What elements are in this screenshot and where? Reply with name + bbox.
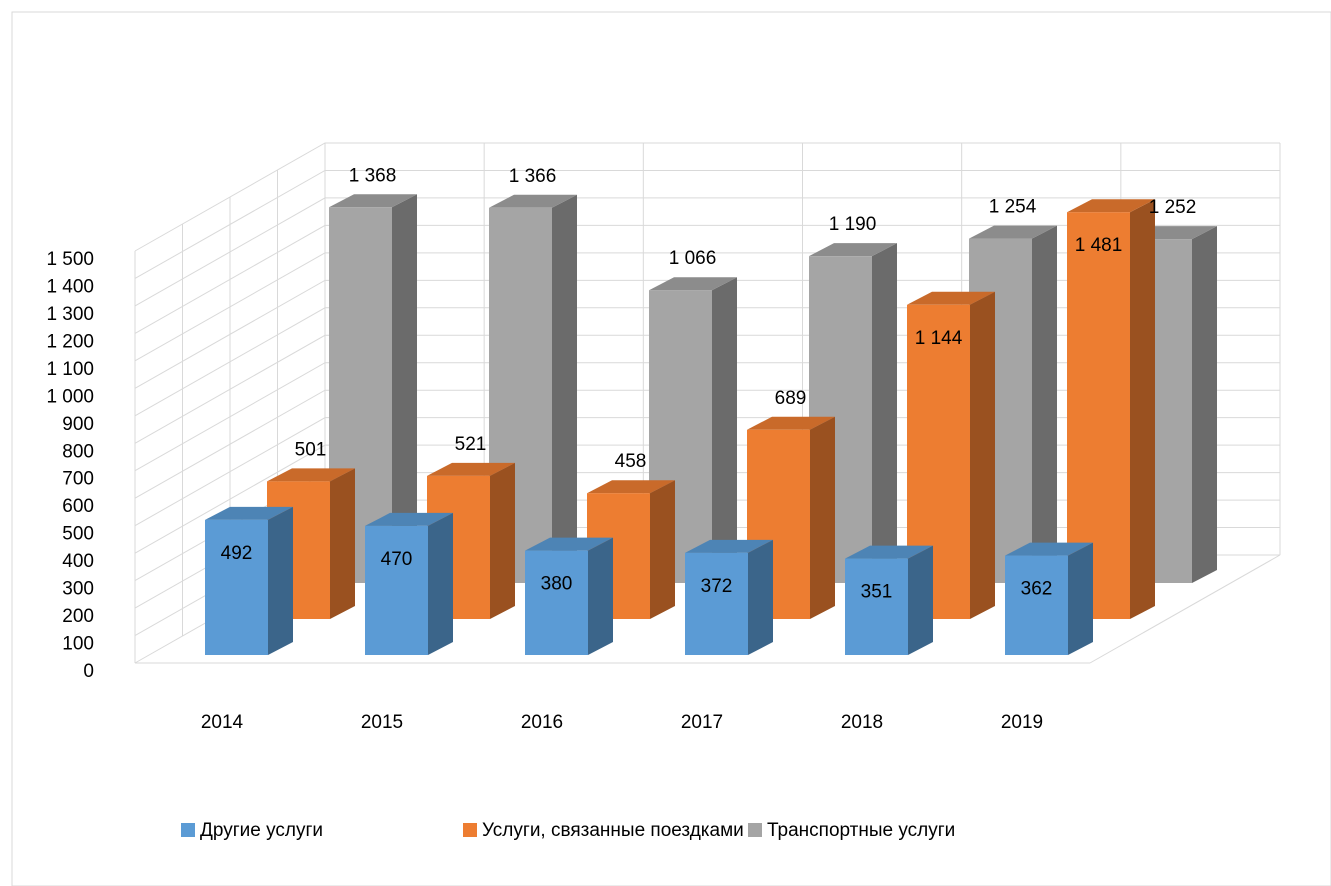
grid-line bbox=[134, 169, 1280, 279]
bar-side bbox=[650, 480, 675, 619]
data-label: 1 066 bbox=[669, 248, 717, 269]
y-tick-label: 900 bbox=[62, 414, 94, 435]
data-label: 1 368 bbox=[349, 165, 397, 186]
data-label: 521 bbox=[455, 434, 487, 455]
data-label: 492 bbox=[221, 543, 253, 564]
bar bbox=[845, 558, 908, 655]
bar bbox=[525, 550, 588, 655]
bar-side bbox=[712, 277, 737, 583]
y-tick-label: 200 bbox=[62, 606, 94, 627]
bar-side bbox=[908, 545, 933, 655]
bar-side bbox=[970, 291, 995, 619]
legend-label: Услуги, связанные поездками bbox=[482, 820, 744, 841]
bar-top bbox=[845, 545, 933, 559]
y-tick-label: 600 bbox=[62, 496, 94, 517]
bar-side bbox=[1192, 226, 1217, 583]
y-tick-label: 1 200 bbox=[46, 331, 94, 352]
legend-swatch bbox=[181, 823, 195, 837]
y-tick-label: 700 bbox=[62, 469, 94, 490]
data-label: 470 bbox=[381, 549, 413, 570]
data-label: 1 190 bbox=[829, 214, 877, 235]
bar-side bbox=[1130, 199, 1155, 619]
bar-top bbox=[969, 225, 1057, 239]
bar-top bbox=[489, 194, 577, 208]
y-tick-label: 1 300 bbox=[46, 304, 94, 325]
y-tick-label: 1 100 bbox=[46, 359, 94, 380]
y-tick-label: 1 400 bbox=[46, 276, 94, 297]
bar-top bbox=[587, 480, 675, 494]
grid-line bbox=[134, 224, 1280, 334]
bar-top bbox=[525, 537, 613, 551]
bar-side bbox=[552, 194, 577, 583]
bar-top bbox=[809, 243, 897, 257]
data-label: 1 252 bbox=[1149, 197, 1197, 218]
chart-border bbox=[11, 11, 1331, 886]
data-label: 458 bbox=[615, 451, 647, 472]
grid-line bbox=[134, 279, 1280, 389]
data-label: 1 144 bbox=[915, 328, 963, 349]
bar-top bbox=[267, 468, 355, 482]
bar-top bbox=[427, 462, 515, 476]
bar bbox=[1005, 555, 1068, 655]
grid-line bbox=[134, 252, 1280, 362]
bar-side bbox=[268, 506, 293, 655]
floor-edge bbox=[1089, 554, 1281, 664]
bar-side bbox=[588, 537, 613, 655]
y-tick-label: 300 bbox=[62, 579, 94, 600]
bar bbox=[365, 525, 428, 655]
x-tick-label: 2016 bbox=[521, 712, 563, 733]
x-tick-label: 2015 bbox=[361, 712, 403, 733]
y-tick-label: 0 bbox=[83, 661, 94, 682]
data-label: 1 254 bbox=[989, 197, 1037, 218]
y-tick-label: 1 500 bbox=[46, 249, 94, 270]
legend-swatch bbox=[463, 823, 477, 837]
data-label: 351 bbox=[861, 582, 893, 603]
data-label: 362 bbox=[1021, 579, 1053, 600]
legend-label: Транспортные услуги bbox=[767, 820, 955, 841]
x-tick-label: 2018 bbox=[841, 712, 883, 733]
bar-side bbox=[1068, 542, 1093, 655]
bar-top bbox=[649, 277, 737, 291]
bar-top bbox=[329, 194, 417, 208]
x-tick-label: 2019 bbox=[1001, 712, 1043, 733]
grid-line bbox=[134, 197, 1280, 307]
grid-line bbox=[134, 142, 1280, 252]
bar-top bbox=[747, 416, 835, 430]
bar-side bbox=[428, 512, 453, 655]
bar bbox=[205, 519, 268, 655]
y-tick-label: 100 bbox=[62, 634, 94, 655]
bar-side bbox=[810, 416, 835, 619]
y-tick-label: 800 bbox=[62, 441, 94, 462]
bar-side bbox=[330, 468, 355, 619]
data-label: 501 bbox=[295, 439, 327, 460]
bar-top bbox=[1067, 199, 1155, 213]
bar-side bbox=[490, 462, 515, 619]
data-label: 1 481 bbox=[1075, 235, 1123, 256]
bar-side bbox=[1032, 225, 1057, 583]
legend-swatch bbox=[748, 823, 762, 837]
bar-top bbox=[365, 512, 453, 526]
legend-label: Другие услуги bbox=[200, 820, 323, 841]
data-label: 380 bbox=[541, 574, 573, 595]
data-label: 1 366 bbox=[509, 166, 557, 187]
x-tick-label: 2014 bbox=[201, 712, 244, 733]
bar bbox=[685, 552, 748, 655]
bar-top bbox=[907, 291, 995, 305]
y-tick-label: 500 bbox=[62, 524, 94, 545]
bar-side bbox=[392, 194, 417, 584]
y-tick-label: 400 bbox=[62, 551, 94, 572]
bar-side bbox=[748, 539, 773, 655]
bar-side bbox=[872, 243, 897, 583]
y-tick-label: 1 000 bbox=[46, 386, 94, 407]
bar-top bbox=[685, 539, 773, 553]
data-label: 372 bbox=[701, 576, 733, 597]
data-label: 689 bbox=[775, 388, 807, 409]
x-tick-label: 2017 bbox=[681, 712, 723, 733]
bar-top bbox=[1005, 542, 1093, 556]
bar-top bbox=[205, 506, 293, 520]
